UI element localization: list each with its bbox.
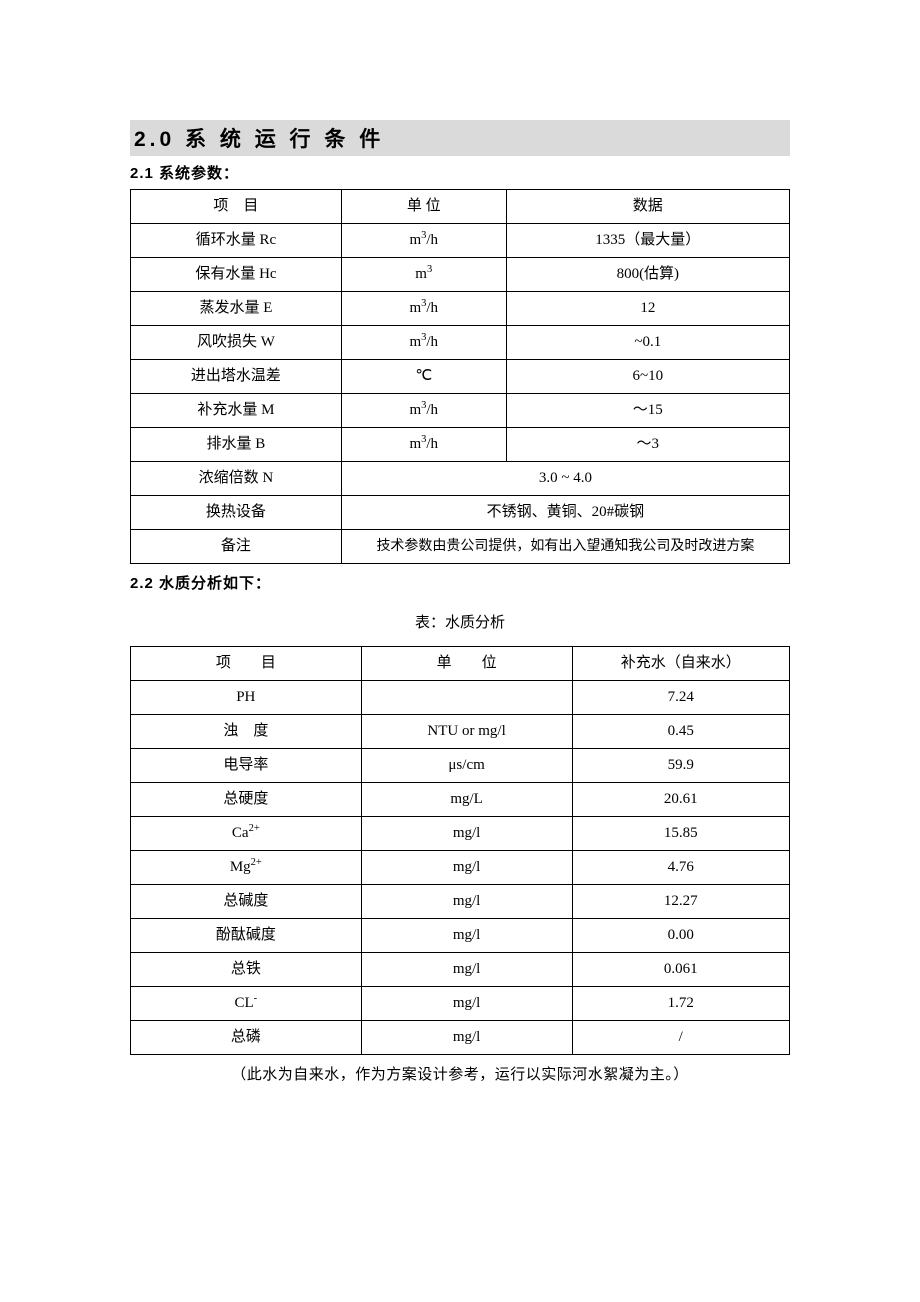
cell-unit: m3/h bbox=[341, 292, 506, 326]
table-row: 排水量 B m3/h ～3 bbox=[131, 428, 790, 462]
cell-item: 总硬度 bbox=[131, 783, 362, 817]
cell-unit: NTU or mg/l bbox=[361, 715, 572, 749]
table-row: 电导率 μs/cm 59.9 bbox=[131, 749, 790, 783]
footnote: （此水为自来水，作为方案设计参考，运行以实际河水絮凝为主。） bbox=[130, 1063, 790, 1084]
table-row-merged: 浓缩倍数 N 3.0 ~ 4.0 bbox=[131, 462, 790, 496]
cell-unit: mg/l bbox=[361, 919, 572, 953]
col-header-value: 补充水（自来水） bbox=[572, 647, 789, 681]
table-row: 保有水量 Hc m3 800(估算) bbox=[131, 258, 790, 292]
cell-item: 浊 度 bbox=[131, 715, 362, 749]
cell-data: ～15 bbox=[506, 394, 789, 428]
cell-merged: 技术参数由贵公司提供，如有出入望通知我公司及时改进方案 bbox=[341, 530, 789, 564]
cell-merged: 不锈钢、黄铜、20#碳钢 bbox=[341, 496, 789, 530]
col-header-unit: 单 位 bbox=[361, 647, 572, 681]
cell-data: 1335（最大量） bbox=[506, 224, 789, 258]
cell-unit: m3/h bbox=[341, 326, 506, 360]
table-row: 酚酞碱度 mg/l 0.00 bbox=[131, 919, 790, 953]
cell-value: / bbox=[572, 1021, 789, 1055]
table-row: 总磷 mg/l / bbox=[131, 1021, 790, 1055]
cell-item: 补充水量 M bbox=[131, 394, 342, 428]
cell-item: 换热设备 bbox=[131, 496, 342, 530]
water-analysis-table: 项 目 单 位 补充水（自来水） PH 7.24 浊 度 NTU or mg/l… bbox=[130, 646, 790, 1055]
table-row: 补充水量 M m3/h ～15 bbox=[131, 394, 790, 428]
cell-unit: ℃ bbox=[341, 360, 506, 394]
cell-item: 总磷 bbox=[131, 1021, 362, 1055]
cell-item: 电导率 bbox=[131, 749, 362, 783]
cell-item: 备注 bbox=[131, 530, 342, 564]
cell-unit: m3/h bbox=[341, 428, 506, 462]
table-header-row: 项 目 单 位 数据 bbox=[131, 190, 790, 224]
cell-unit: μs/cm bbox=[361, 749, 572, 783]
cell-unit: mg/l bbox=[361, 953, 572, 987]
table-row: 进出塔水温差 ℃ 6~10 bbox=[131, 360, 790, 394]
cell-item: 浓缩倍数 N bbox=[131, 462, 342, 496]
cell-item: CL- bbox=[131, 987, 362, 1021]
cell-item: 蒸发水量 E bbox=[131, 292, 342, 326]
section-heading: 2.0 系 统 运 行 条 件 bbox=[130, 120, 790, 156]
cell-value: 15.85 bbox=[572, 817, 789, 851]
table-row: Ca2+ mg/l 15.85 bbox=[131, 817, 790, 851]
subsection-water-heading: 2.2 水质分析如下： bbox=[130, 572, 790, 593]
cell-item: 保有水量 Hc bbox=[131, 258, 342, 292]
cell-data: 800(估算) bbox=[506, 258, 789, 292]
cell-value: 12.27 bbox=[572, 885, 789, 919]
cell-unit: m3 bbox=[341, 258, 506, 292]
col-header-unit: 单 位 bbox=[341, 190, 506, 224]
cell-unit: mg/l bbox=[361, 987, 572, 1021]
cell-value: 4.76 bbox=[572, 851, 789, 885]
cell-unit: mg/L bbox=[361, 783, 572, 817]
cell-unit: mg/l bbox=[361, 851, 572, 885]
cell-data: 12 bbox=[506, 292, 789, 326]
cell-unit: m3/h bbox=[341, 224, 506, 258]
cell-item: 总碱度 bbox=[131, 885, 362, 919]
subsection-params-heading: 2.1 系统参数： bbox=[130, 162, 790, 183]
cell-value: 0.00 bbox=[572, 919, 789, 953]
cell-item: 循环水量 Rc bbox=[131, 224, 342, 258]
cell-data: ~0.1 bbox=[506, 326, 789, 360]
cell-data: 6~10 bbox=[506, 360, 789, 394]
cell-unit bbox=[361, 681, 572, 715]
water-table-caption: 表：水质分析 bbox=[130, 611, 790, 632]
cell-item: 排水量 B bbox=[131, 428, 342, 462]
page: 2.0 系 统 运 行 条 件 2.1 系统参数： 项 目 单 位 数据 循环水… bbox=[0, 0, 920, 1302]
col-header-item: 项 目 bbox=[131, 190, 342, 224]
cell-value: 0.061 bbox=[572, 953, 789, 987]
cell-item: Mg2+ bbox=[131, 851, 362, 885]
table-row-merged: 换热设备 不锈钢、黄铜、20#碳钢 bbox=[131, 496, 790, 530]
table-row: 总铁 mg/l 0.061 bbox=[131, 953, 790, 987]
table-row: 蒸发水量 E m3/h 12 bbox=[131, 292, 790, 326]
cell-unit: mg/l bbox=[361, 1021, 572, 1055]
table-row: PH 7.24 bbox=[131, 681, 790, 715]
table-row: 浊 度 NTU or mg/l 0.45 bbox=[131, 715, 790, 749]
table-row: 循环水量 Rc m3/h 1335（最大量） bbox=[131, 224, 790, 258]
col-header-item: 项 目 bbox=[131, 647, 362, 681]
cell-data: ～3 bbox=[506, 428, 789, 462]
cell-unit: mg/l bbox=[361, 817, 572, 851]
table-row: 风吹损失 W m3/h ~0.1 bbox=[131, 326, 790, 360]
table-row: 总硬度 mg/L 20.61 bbox=[131, 783, 790, 817]
table-header-row: 项 目 单 位 补充水（自来水） bbox=[131, 647, 790, 681]
cell-unit: m3/h bbox=[341, 394, 506, 428]
cell-merged: 3.0 ~ 4.0 bbox=[341, 462, 789, 496]
cell-value: 20.61 bbox=[572, 783, 789, 817]
table-row-merged: 备注 技术参数由贵公司提供，如有出入望通知我公司及时改进方案 bbox=[131, 530, 790, 564]
table-row: Mg2+ mg/l 4.76 bbox=[131, 851, 790, 885]
cell-value: 7.24 bbox=[572, 681, 789, 715]
col-header-data: 数据 bbox=[506, 190, 789, 224]
cell-item: Ca2+ bbox=[131, 817, 362, 851]
table-row: 总碱度 mg/l 12.27 bbox=[131, 885, 790, 919]
cell-value: 0.45 bbox=[572, 715, 789, 749]
cell-item: 风吹损失 W bbox=[131, 326, 342, 360]
table-row: CL- mg/l 1.72 bbox=[131, 987, 790, 1021]
cell-item: 总铁 bbox=[131, 953, 362, 987]
cell-item: 酚酞碱度 bbox=[131, 919, 362, 953]
cell-unit: mg/l bbox=[361, 885, 572, 919]
system-params-table: 项 目 单 位 数据 循环水量 Rc m3/h 1335（最大量） 保有水量 H… bbox=[130, 189, 790, 564]
cell-value: 59.9 bbox=[572, 749, 789, 783]
cell-item: 进出塔水温差 bbox=[131, 360, 342, 394]
cell-value: 1.72 bbox=[572, 987, 789, 1021]
cell-item: PH bbox=[131, 681, 362, 715]
